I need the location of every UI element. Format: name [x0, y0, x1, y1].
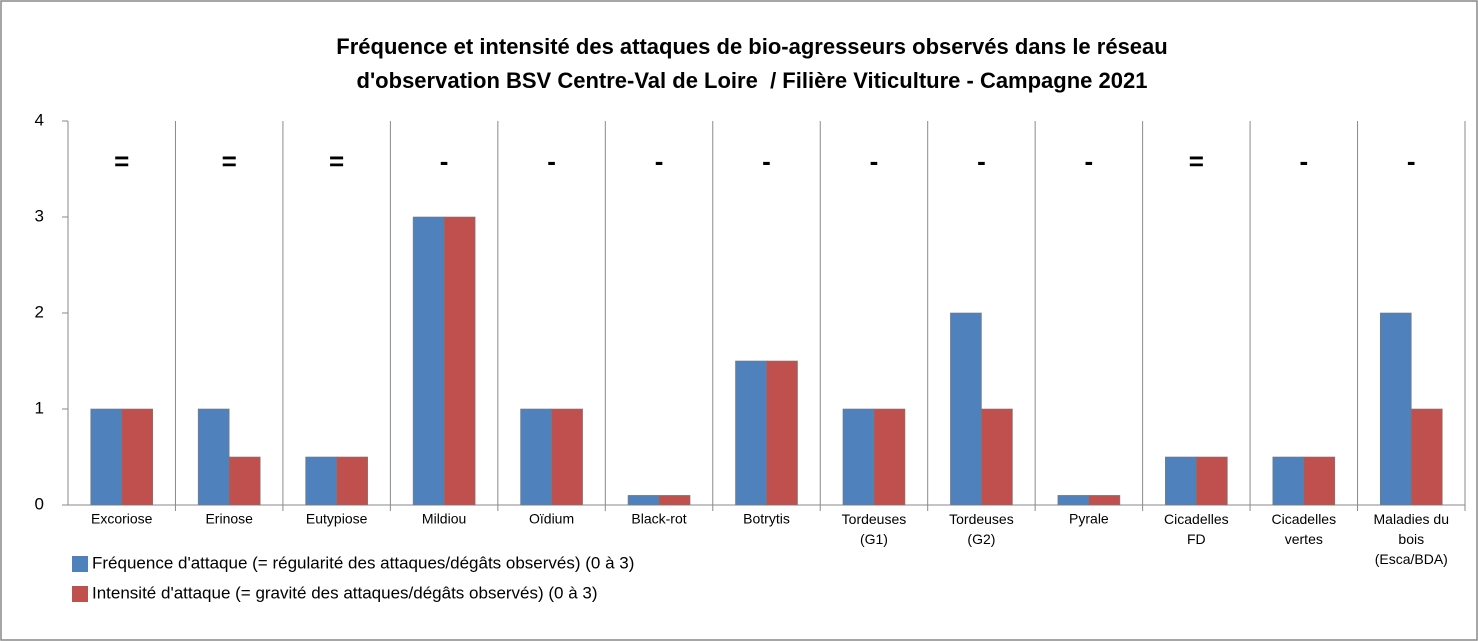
bar	[520, 408, 552, 506]
bar	[336, 456, 368, 506]
x-tick-label: Tordeuses (G2)	[949, 511, 1014, 547]
bar	[735, 360, 767, 506]
bar	[950, 312, 982, 506]
bar	[766, 360, 798, 506]
bar	[412, 216, 445, 506]
bar	[1303, 456, 1336, 506]
legend-swatch	[72, 586, 88, 602]
x-tick-label: Botrytis	[743, 511, 790, 527]
x-tick-label: Erinose	[205, 511, 253, 527]
legend-label: Fréquence d'attaque (= régularité des at…	[92, 553, 634, 572]
x-tick-label: Cicadelles vertes	[1272, 511, 1337, 547]
x-tick-label: Excoriose	[91, 511, 153, 527]
annotation: -	[870, 146, 879, 176]
x-tick-label: Eutypiose	[306, 511, 368, 527]
annotation: -	[1085, 146, 1094, 176]
bar	[1410, 408, 1443, 506]
x-tick-label: Black-rot	[631, 511, 686, 527]
bar	[443, 216, 476, 506]
annotation: -	[977, 146, 986, 176]
x-tick-label: Cicadelles FD	[1164, 511, 1229, 547]
annotation: -	[547, 146, 556, 176]
bar	[1272, 456, 1305, 506]
chart-title: Fréquence et intensité des attaques de b…	[336, 34, 1167, 93]
bar	[1165, 456, 1197, 506]
y-tick-label: 0	[35, 494, 44, 513]
y-tick-label: 2	[35, 302, 44, 321]
annotation: -	[1299, 146, 1308, 176]
annotation: =	[1189, 146, 1204, 176]
bar	[228, 456, 261, 506]
bar	[1379, 312, 1412, 506]
annotation: =	[114, 146, 129, 176]
legend-label: Intensité d'attaque (= gravité des attaq…	[92, 583, 598, 602]
bar	[873, 408, 906, 506]
bar	[1196, 456, 1228, 506]
bar	[842, 408, 875, 506]
annotation: -	[655, 146, 664, 176]
bar	[305, 456, 337, 506]
bar	[551, 408, 583, 506]
y-tick-label: 1	[35, 398, 44, 417]
annotation: -	[440, 146, 449, 176]
y-tick-label: 3	[35, 206, 44, 225]
legend-swatch	[72, 556, 88, 572]
x-tick-label: Tordeuses (G1)	[842, 511, 907, 547]
bar	[1088, 495, 1121, 506]
annotation: =	[222, 146, 237, 176]
bar	[1057, 495, 1090, 506]
x-tick-label: Maladies du bois (Esca/BDA)	[1374, 511, 1450, 567]
annotation: -	[1407, 146, 1416, 176]
bar	[658, 495, 691, 506]
annotation: -	[762, 146, 771, 176]
bar	[627, 495, 660, 506]
bar	[121, 408, 154, 506]
y-tick-label: 4	[35, 110, 44, 129]
x-tick-label: Pyrale	[1069, 511, 1109, 527]
x-tick-label: Oïdium	[529, 511, 574, 527]
annotation: =	[329, 146, 344, 176]
bar	[90, 408, 123, 506]
bar	[981, 408, 1013, 506]
x-tick-label: Mildiou	[422, 511, 466, 527]
bar	[197, 408, 230, 506]
